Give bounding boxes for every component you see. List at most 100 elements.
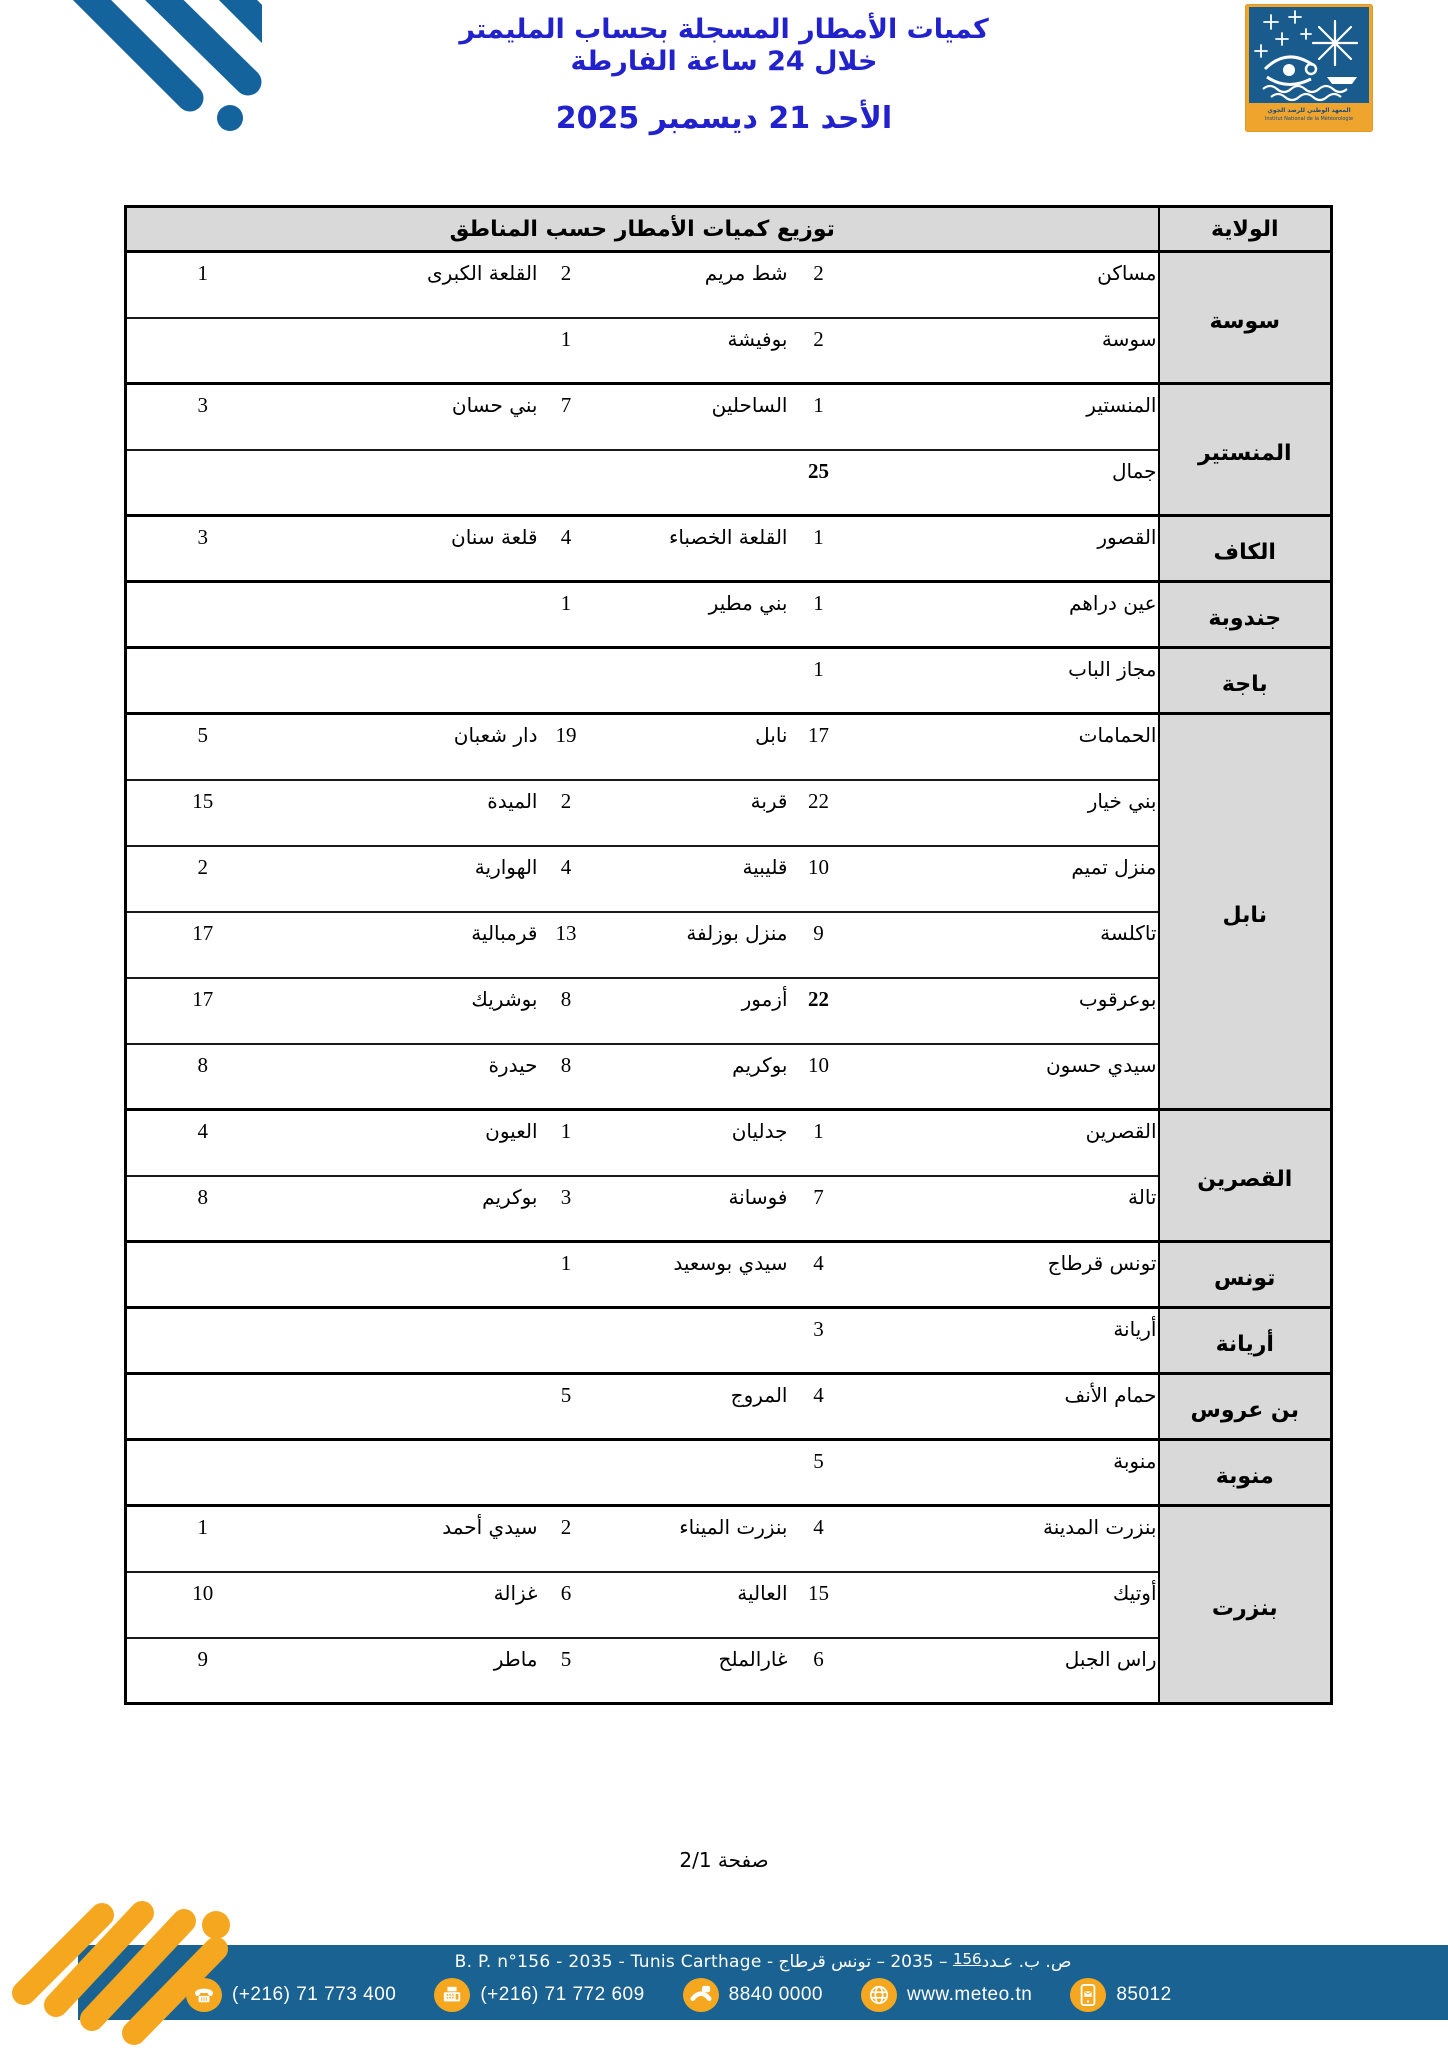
region-name-cell [278, 646, 539, 714]
region-name-cell: تونس قرطاج [848, 1240, 1159, 1308]
region-name-cell: القلعة الخصباء [593, 514, 789, 582]
rain-value-cell: 10 [788, 844, 849, 912]
rain-value-cell: 2 [538, 778, 594, 846]
region-name-cell: القصرين [848, 1108, 1159, 1176]
mobile-sms-icon [1070, 1978, 1107, 2012]
rain-value-cell: 4 [788, 1372, 849, 1440]
rain-value-cell [125, 1372, 279, 1440]
footer-address: ص. ب. عـدد156 – 2035 – تونس قرطاج - B. P… [78, 1950, 1448, 1972]
table-row: راس الجبل 6 غارالملح 5 ماطر 9 [125, 1636, 1332, 1704]
rain-value-cell: 22 [788, 778, 849, 846]
table-row: بني خيار 22 قربة 2 الميدة 15 [125, 778, 1332, 846]
region-name-cell: سوسة [848, 316, 1159, 384]
region-name-cell [593, 1438, 789, 1506]
region-name-cell [278, 1240, 539, 1308]
rain-value-cell [538, 448, 594, 516]
region-name-cell: المنستير [848, 382, 1159, 450]
handset-icon [682, 1978, 719, 2012]
region-name-cell [593, 1306, 789, 1374]
footer-contact-label: (+216) 71 772 609 [480, 1984, 645, 2005]
wilaya-cell: المنستير [1157, 382, 1332, 516]
wilaya-cell: أريانة [1157, 1306, 1332, 1374]
region-name-cell: القصور [848, 514, 1159, 582]
rain-value-cell: 1 [788, 646, 849, 714]
rain-value-cell: 8 [125, 1042, 279, 1110]
fax-icon [434, 1978, 471, 2012]
table-row: سيدي حسون 10 بوكريم 8 حيدرة 8 [125, 1042, 1332, 1110]
rain-value-cell: 5 [788, 1438, 849, 1506]
rain-value-cell: 8 [538, 976, 594, 1044]
region-name-cell: تالة [848, 1174, 1159, 1242]
inm-arabic-name: المعهد الوطني للرصد الجوي [1267, 107, 1351, 114]
region-name-cell [278, 316, 539, 384]
table-row: المنستير المنستير 1 الساحلين 7 بني حسان 3 [125, 382, 1332, 516]
rain-value-cell [125, 1438, 279, 1506]
table-row: أوتيك 15 العالية 6 غزالة 10 [125, 1570, 1332, 1638]
region-name-cell: منزل تميم [848, 844, 1159, 912]
region-name-cell [278, 1372, 539, 1440]
rain-value-cell: 4 [788, 1504, 849, 1572]
rain-value-cell: 5 [538, 1636, 594, 1704]
region-name-cell: راس الجبل [848, 1636, 1159, 1704]
region-name-cell: سيدي بوسعيد [593, 1240, 789, 1308]
rain-value-cell [125, 1306, 279, 1374]
rain-value-cell: 1 [788, 382, 849, 450]
region-name-cell: نابل [593, 712, 789, 780]
wilaya-cell: بنزرت [1157, 1504, 1332, 1704]
rain-value-cell: 7 [788, 1174, 849, 1242]
rain-value-cell [538, 646, 594, 714]
table-row: بن عروس حمام الأنف 4 المروج 5 [125, 1372, 1332, 1440]
footer-address-number: 156 [952, 1950, 982, 1968]
inm-logo-sky [1249, 7, 1369, 103]
footer-contact-label: www.meteo.tn [906, 1984, 1033, 2005]
telephone-icon [186, 1978, 222, 2012]
region-name-cell: حمام الأنف [848, 1372, 1159, 1440]
rain-value-cell: 5 [125, 712, 279, 780]
region-name-cell: عين دراهم [848, 580, 1159, 648]
rain-value-cell: 6 [788, 1636, 849, 1704]
region-name-cell: قربة [593, 778, 789, 846]
region-name-cell [278, 448, 539, 516]
rain-value-cell: 10 [788, 1042, 849, 1110]
table-row: الكاف القصور 1 القلعة الخصباء 4 قلعة سنان 3 [125, 514, 1332, 582]
region-name-cell: بوكريم [593, 1042, 789, 1110]
page-number-label: صفحة 2/1 [679, 1848, 769, 1872]
rain-value-cell: 25 [788, 448, 849, 516]
rain-value-cell: 9 [125, 1636, 279, 1704]
table-row: باجة مجاز الباب 1 [125, 646, 1332, 714]
region-name-cell: قرمبالية [278, 910, 539, 978]
rain-value-cell [125, 448, 279, 516]
wilaya-cell: الكاف [1157, 514, 1332, 582]
region-name-cell: بنزرت الميناء [593, 1504, 789, 1572]
rain-value-cell: 1 [538, 1240, 594, 1308]
rain-value-cell: 7 [538, 382, 594, 450]
table-row: بنزرت بنزرت المدينة 4 بنزرت الميناء 2 سيدي أح… [125, 1504, 1332, 1704]
rain-value-cell: 1 [788, 514, 849, 582]
region-name-cell: قلعة سنان [278, 514, 539, 582]
rain-value-cell: 2 [788, 316, 849, 384]
table-row: جمال 25 [125, 448, 1332, 516]
region-name-cell: بوشريك [278, 976, 539, 1044]
rain-value-cell: 4 [125, 1108, 279, 1176]
table-row: سوسة 2 بوفيشة 1 [125, 316, 1332, 384]
wilaya-cell: سوسة [1157, 250, 1332, 384]
rain-value-cell: 8 [125, 1174, 279, 1242]
rain-value-cell: 2 [538, 250, 594, 318]
table-row: بوعرقوب 22 أزمور 8 بوشريك 17 [125, 976, 1332, 1044]
table-row: منزل تميم 10 قليبية 4 الهوارية 2 [125, 844, 1332, 912]
footer-bar: ص. ب. عـدد156 – 2035 – تونس قرطاج - B. P… [12, 1901, 1448, 2045]
rain-value-cell: 3 [125, 514, 279, 582]
rain-value-cell [125, 646, 279, 714]
rain-value-cell: 1 [125, 1504, 279, 1572]
table-row: أريانة أريانة 3 [125, 1306, 1332, 1374]
rain-value-cell [538, 1438, 594, 1506]
rain-value-cell [538, 1306, 594, 1374]
footer-contact-label: 85012 [1116, 1984, 1172, 2005]
footer-contacts-row: (+216) 71 773 400 (+216) 71 772 609 8840 0… [186, 1973, 1172, 2017]
region-name-cell [278, 1306, 539, 1374]
footer-contact-label: 8840 0000 [728, 1984, 823, 2005]
footer-address-ar-pre: ص. ب. عـدد [981, 1952, 1072, 1972]
footer-address-latin: B. P. n°156 - 2035 - Tunis Carthage [454, 1952, 762, 1972]
footer-contact-item: www.meteo.tn [860, 1978, 1033, 2012]
region-name-cell: أزمور [593, 976, 789, 1044]
